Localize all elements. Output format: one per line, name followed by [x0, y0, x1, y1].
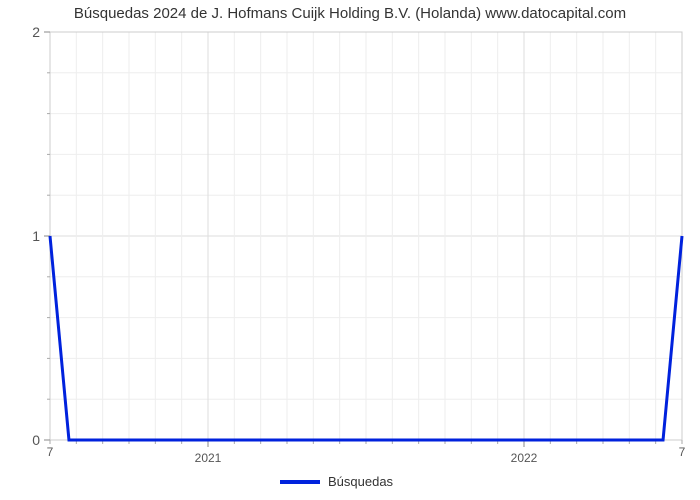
xtick-label: 2021 [195, 451, 222, 465]
x-corner-left: 7 [47, 445, 54, 459]
legend-label: Búsquedas [328, 474, 394, 489]
x-corner-right: 7 [679, 445, 686, 459]
ytick-label: 2 [32, 24, 40, 40]
ytick-label: 0 [32, 432, 40, 448]
chart-bg [0, 0, 700, 500]
chart-container: Búsquedas 2024 de J. Hofmans Cuijk Holdi… [0, 0, 700, 500]
line-chart: Búsquedas 2024 de J. Hofmans Cuijk Holdi… [0, 0, 700, 500]
ytick-label: 1 [32, 228, 40, 244]
xtick-label: 2022 [511, 451, 538, 465]
chart-title: Búsquedas 2024 de J. Hofmans Cuijk Holdi… [74, 5, 626, 22]
